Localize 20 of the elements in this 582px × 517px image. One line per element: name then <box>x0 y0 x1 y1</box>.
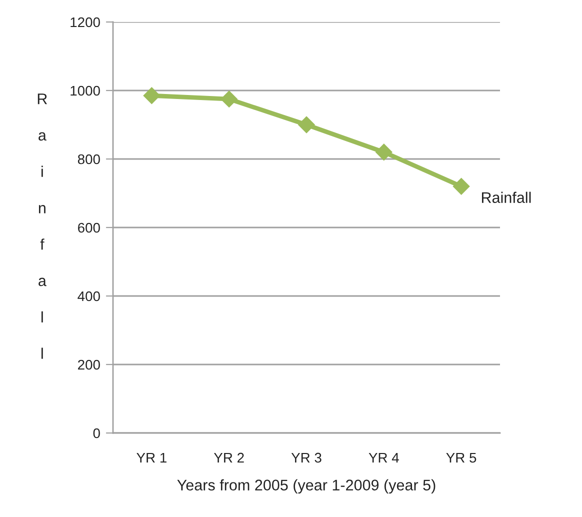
x-axis-title: Years from 2005 (year 1-2009 (year 5) <box>177 479 436 494</box>
point <box>376 144 392 161</box>
x-tick-label: YR 5 <box>446 452 476 463</box>
text: Rainfall <box>38 94 47 359</box>
x-tick-label: YR 4 <box>368 452 399 463</box>
x-tick-label: YR 3 <box>291 452 322 463</box>
series-label: Rainfall <box>482 192 531 203</box>
point <box>143 87 160 104</box>
y-tick-label: 1200 <box>70 17 100 28</box>
point <box>220 90 238 108</box>
y-tick-label: 400 <box>78 291 100 302</box>
x-tick-label: YR 1 <box>136 452 166 463</box>
y-tick-label: 200 <box>78 360 100 370</box>
x-tick-label: YR 2 <box>214 452 244 463</box>
y-tick-label: 1000 <box>70 86 100 96</box>
point <box>298 116 315 134</box>
y-tick-label: 800 <box>78 154 100 164</box>
y-tick-label: 600 <box>78 222 100 233</box>
point <box>452 178 470 195</box>
y-tick-label: 0 <box>93 428 100 438</box>
